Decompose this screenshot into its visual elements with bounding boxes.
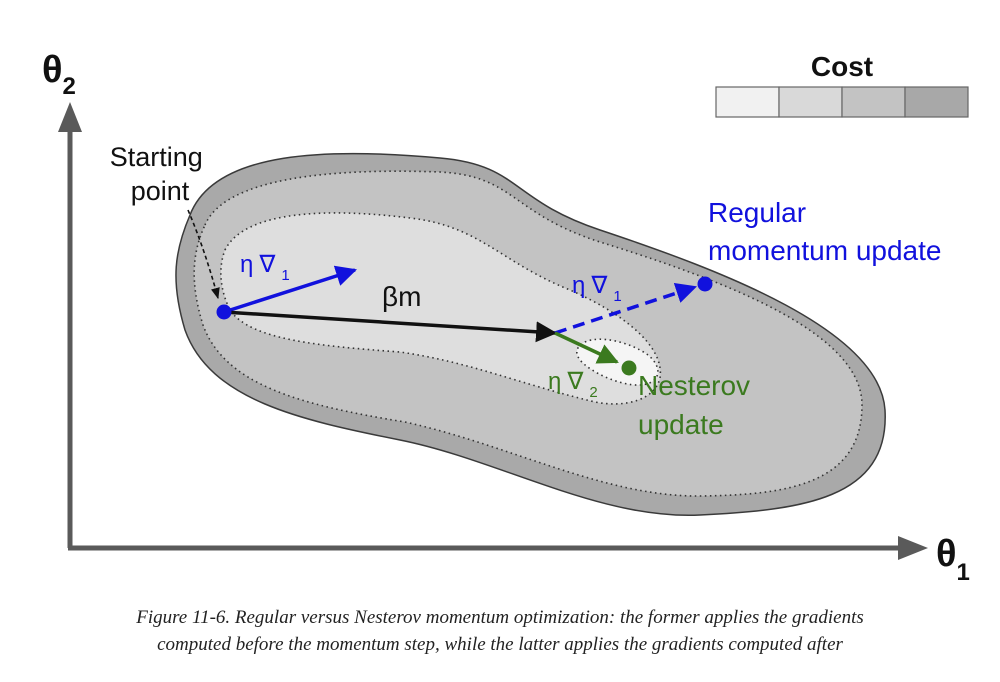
x-axis-label: θ1	[936, 533, 970, 586]
y-axis-label: θ2	[42, 49, 76, 100]
gradient-label-1: η ∇ 1	[240, 251, 290, 284]
legend-swatch-2	[778, 86, 843, 118]
nesterov-gradient-arrow	[554, 331, 619, 364]
cost-region-inner	[220, 212, 662, 405]
legend-swatch-1	[715, 86, 780, 118]
nesterov-update-label: Nesterov update	[638, 370, 758, 440]
nesterov-update-point	[621, 360, 637, 376]
legend-color-scale	[715, 86, 969, 118]
momentum-arrow	[223, 310, 558, 343]
legend-swatch-3	[841, 86, 906, 118]
caption-line-2: computed before the momentum step, while…	[157, 634, 843, 655]
starting-point-pointer	[187, 209, 220, 300]
regular-gradient-label: η ∇ 1	[572, 272, 622, 305]
starting-point-marker	[216, 304, 232, 320]
figure-caption: Figure 11-6. Regular versus Nesterov mom…	[0, 600, 1000, 682]
regular-update-point	[697, 276, 713, 292]
regular-update-label: Regular momentum update	[708, 197, 941, 266]
legend-swatch-4	[904, 86, 969, 118]
nesterov-momentum-diagram: θ2 θ1 Cost Starting point η ∇ 1 βm η ∇ 1 η ∇ 2…	[42, 49, 970, 586]
gradient-arrow-1	[223, 265, 357, 314]
legend-title: Cost	[811, 51, 873, 82]
starting-point-label: Starting point	[110, 142, 211, 206]
momentum-label: βm	[382, 281, 421, 312]
regular-gradient-arrow	[554, 282, 697, 335]
x-axis-arrowhead	[898, 536, 928, 560]
nesterov-gradient-label: η ∇ 2	[548, 368, 598, 401]
caption-line-1: Figure 11-6. Regular versus Nesterov mom…	[136, 607, 864, 628]
y-axis-arrowhead	[58, 102, 82, 132]
